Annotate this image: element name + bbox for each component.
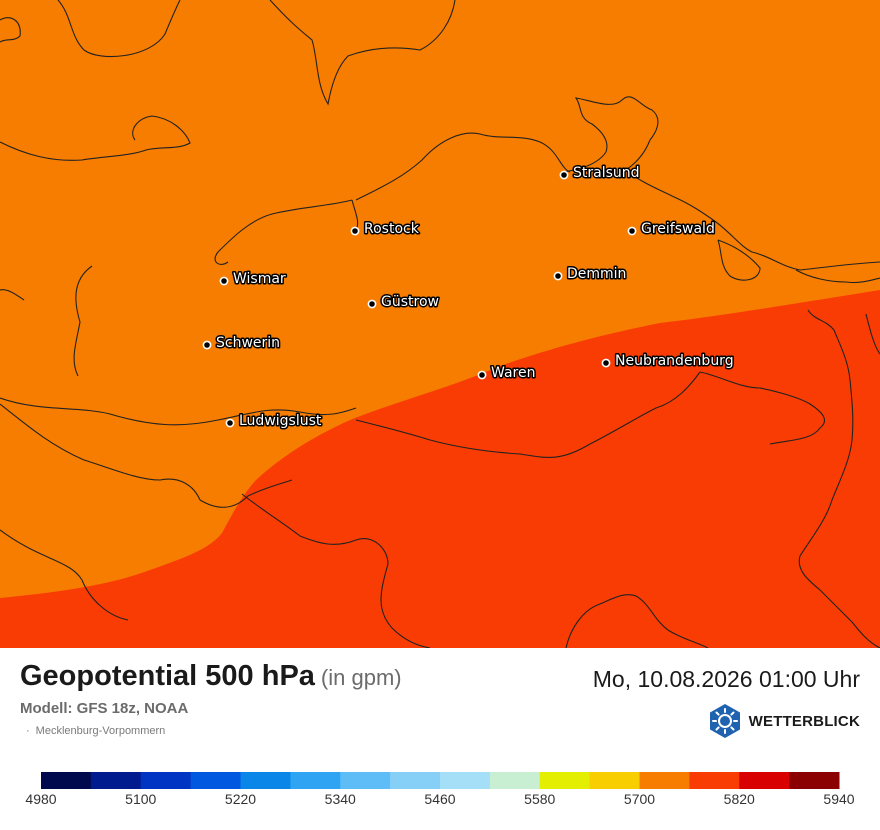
legend-swatch <box>90 772 142 789</box>
city-ludwigslust[interactable]: Ludwigslust <box>225 412 323 431</box>
legend-swatches <box>41 772 840 789</box>
legend-tick-label: 5100 <box>125 791 156 807</box>
city-greifswald[interactable]: Greifswald <box>627 220 716 239</box>
legend-swatch <box>539 772 591 789</box>
legend-swatch <box>489 772 541 789</box>
city-dot-icon <box>367 299 377 309</box>
legend-swatch <box>390 772 441 789</box>
city-label: Schwerin <box>216 335 280 351</box>
map-title: Geopotential 500 hPa (in gpm) <box>20 660 402 693</box>
city-label: Ludwigslust <box>239 413 322 429</box>
sun-icon <box>709 704 740 738</box>
legend-swatch <box>739 772 790 789</box>
city-label: Neubrandenburg <box>615 353 734 369</box>
geopotential-band-5820 <box>0 290 880 648</box>
city-guestrow[interactable]: Güstrow <box>367 293 440 312</box>
city-schwerin[interactable]: Schwerin <box>202 334 282 353</box>
title-text: Geopotential 500 hPa <box>20 660 315 692</box>
legend-swatch <box>190 772 241 789</box>
city-dot-icon <box>350 226 360 236</box>
city-dot-icon <box>601 358 611 368</box>
city-label: Demmin <box>567 266 626 282</box>
legend-tick-label: 5820 <box>724 791 755 807</box>
city-label: Greifswald <box>641 221 715 237</box>
legend-labels: 4980 5100 5220 5340 5460 5580 5700 5820 5940 <box>25 791 854 807</box>
region-text: Mecklenburg-Vorpommern <box>35 725 166 737</box>
brand-name: WETTERBLICK <box>748 712 860 730</box>
forecast-datetime: Mo, 10.08.2026 01:00 Uhr <box>592 666 860 692</box>
city-demmin[interactable]: Demmin <box>553 265 628 284</box>
city-label: Stralsund <box>573 165 640 181</box>
legend-swatch <box>340 772 391 789</box>
city-dot-icon <box>553 271 563 281</box>
city-stralsund[interactable]: Stralsund <box>559 164 641 183</box>
model-info: Modell: GFS 18z, NOAA <box>20 700 189 717</box>
weather-map[interactable]: Stralsund Rostock Greifswald Wismar Demmin Gü… <box>0 0 880 648</box>
city-dot-icon <box>559 170 569 180</box>
brand-logo[interactable]: WETTERBLICK <box>707 703 860 739</box>
legend-swatch <box>589 772 640 789</box>
legend-tick-label: 5340 <box>325 791 356 807</box>
city-dot-icon <box>627 226 637 236</box>
legend-swatch <box>290 772 341 789</box>
city-markers: Stralsund Rostock Greifswald Wismar Demmin Gü… <box>202 164 735 431</box>
bullet-dot-icon: · <box>26 725 30 737</box>
title-unit: (in gpm) <box>320 665 402 690</box>
city-label: Wismar <box>233 271 286 287</box>
city-dot-icon <box>202 340 212 350</box>
city-wismar[interactable]: Wismar <box>219 270 287 289</box>
legend-swatch <box>440 772 491 789</box>
legend-tick-label: 5220 <box>225 791 256 807</box>
city-label: Rostock <box>364 221 420 237</box>
coastline-borders <box>0 0 880 648</box>
legend-swatch <box>689 772 740 789</box>
legend-tick-label: 5940 <box>823 791 854 807</box>
legend-tick-label: 5460 <box>424 791 455 807</box>
color-legend: 4980 5100 5220 5340 5460 5580 5700 5820 5940 <box>25 772 855 807</box>
city-waren[interactable]: Waren <box>477 364 537 383</box>
city-dot-icon <box>219 276 229 286</box>
legend-swatch <box>240 772 291 789</box>
legend-swatch <box>140 772 192 789</box>
legend-swatch <box>41 772 92 789</box>
legend-tick-label: 5700 <box>624 791 655 807</box>
city-label: Güstrow <box>381 294 439 310</box>
legend-tick-label: 5580 <box>524 791 555 807</box>
region-label: · Mecklenburg-Vorpommern <box>26 725 165 737</box>
legend-swatch <box>639 772 690 789</box>
city-rostock[interactable]: Rostock <box>350 220 421 239</box>
city-dot-icon <box>477 370 487 380</box>
city-neubrandenburg[interactable]: Neubrandenburg <box>601 352 735 371</box>
legend-tick-label: 4980 <box>25 791 56 807</box>
city-label: Waren <box>491 365 535 381</box>
city-dot-icon <box>225 418 235 428</box>
legend-swatch <box>789 772 840 789</box>
